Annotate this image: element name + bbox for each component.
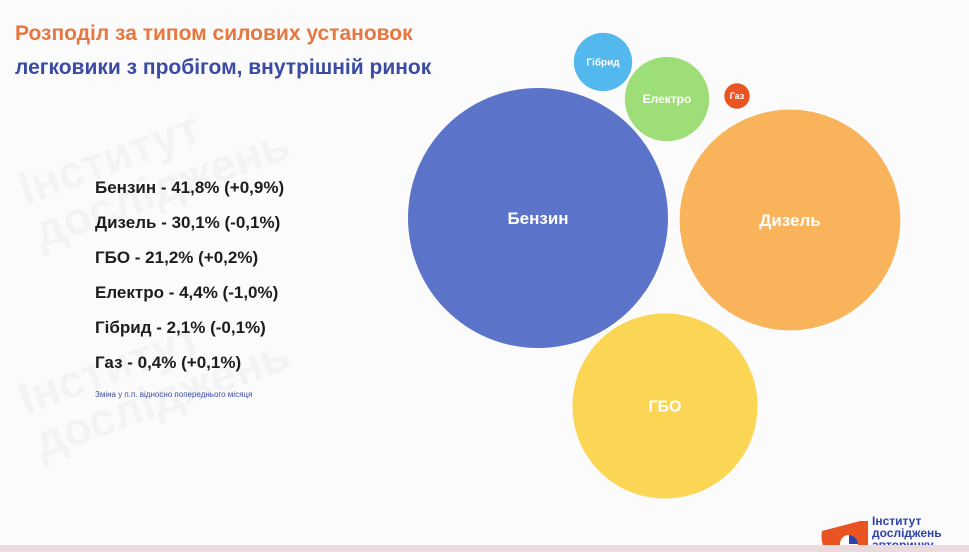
chart-subtitle: легковики з пробігом, внутрішній ринок <box>15 56 432 79</box>
bubble-label: Дизель <box>759 211 821 230</box>
bubble-label: Газ <box>730 91 745 101</box>
bubble-2 <box>572 313 758 499</box>
change-note: Зміна у п.п. відносно попереднього місяц… <box>95 390 253 399</box>
bubble-5 <box>724 83 750 109</box>
logo-line: досліджень <box>872 526 942 540</box>
list-item: Газ - 0,4% (+0,1%) <box>95 353 242 372</box>
bubble-label: Електро <box>643 92 692 106</box>
share-list: Бензин - 41,8% (+0,9%) Дизель - 30,1% (-… <box>95 178 284 388</box>
list-item: Бензин - 41,8% (+0,9%) <box>95 178 285 197</box>
bottom-bar <box>0 545 969 552</box>
list-item: Дизель - 30,1% (-0,1%) <box>95 213 281 232</box>
bubble-3 <box>624 56 710 142</box>
bubble-0 <box>408 88 668 348</box>
bubble-4 <box>573 32 633 92</box>
list-item: Гібрид - 2,1% (-0,1%) <box>95 318 266 337</box>
bubble-label: Гібрид <box>586 57 620 69</box>
list-item: ГБО - 21,2% (+0,2%) <box>95 248 259 267</box>
bubble-label: ГБО <box>648 399 681 416</box>
list-item: Електро - 4,4% (-1,0%) <box>95 283 279 302</box>
chart-title: Розподіл за типом силових установок <box>15 22 413 45</box>
bubble-label: Бензин <box>507 209 568 228</box>
bubble-1 <box>679 109 901 331</box>
logo-line: Інститут <box>872 514 922 528</box>
